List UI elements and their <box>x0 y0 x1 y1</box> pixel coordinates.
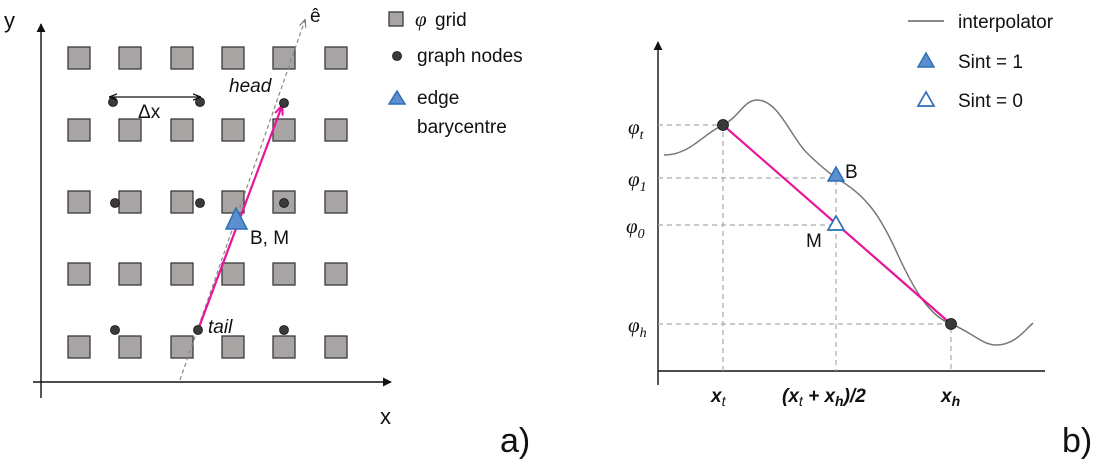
graph-node <box>279 325 289 335</box>
legend-node-label: graph nodes <box>417 46 523 67</box>
graph-nodes <box>108 97 289 335</box>
grid-square <box>324 190 348 214</box>
ylabel-phi-0: φ0 <box>626 214 645 242</box>
grid-square <box>221 46 245 70</box>
graph-node <box>195 198 205 208</box>
grid-square <box>67 262 91 286</box>
grid-square <box>67 335 91 359</box>
guide-xt <box>658 124 724 371</box>
grid-square <box>67 46 91 70</box>
panel-a-y-axis-label: y <box>4 8 15 33</box>
xlabel-xt: xt <box>710 386 727 409</box>
grid-square <box>324 118 348 142</box>
graph-node <box>110 198 120 208</box>
legend-barycentre-triangle <box>387 89 407 105</box>
panel-b-label: b) <box>1062 422 1092 460</box>
phi-grid <box>67 46 348 359</box>
grid-square <box>272 335 296 359</box>
legend-node-dot <box>392 51 402 61</box>
legend-sint0-label: Sint = 0 <box>958 91 1023 112</box>
panel-b-legend: interpolator Sint = 1 Sint = 0 <box>908 12 1054 112</box>
point-B-triangle <box>826 165 846 182</box>
xlabel-midpoint: (xt + xh)/2 <box>782 386 866 409</box>
point-B-label: B <box>845 162 858 183</box>
panel-b: B M φt φ1 φ0 φh xt (xt + xh)/2 xh interp… <box>626 12 1092 460</box>
ylabel-phi-t: φt <box>628 115 645 143</box>
legend-grid-square <box>388 11 404 27</box>
grid-square <box>324 46 348 70</box>
legend-grid-phi: φ <box>415 7 427 31</box>
direction-label: ê <box>310 6 321 27</box>
grid-square <box>221 190 245 214</box>
grid-square <box>170 118 194 142</box>
ylabel-phi-h: φh <box>628 313 647 341</box>
panel-a-legend: φ grid graph nodes edge barycentre <box>387 7 523 138</box>
point-M-triangle <box>826 214 846 231</box>
grid-square <box>272 46 296 70</box>
tail-label: tail <box>208 317 233 338</box>
grid-square <box>118 190 142 214</box>
ylabel-phi-1: φ1 <box>628 167 647 195</box>
legend-sint1-triangle <box>916 51 936 68</box>
point-xh <box>945 318 957 330</box>
graph-node <box>110 325 120 335</box>
guide-phih <box>658 323 952 371</box>
legend-barycentre-label-2: barycentre <box>417 117 507 138</box>
grid-square <box>118 335 142 359</box>
grid-square <box>170 262 194 286</box>
guide-phi1 <box>658 177 837 371</box>
grid-square <box>324 335 348 359</box>
grid-square <box>67 118 91 142</box>
grid-square <box>221 118 245 142</box>
graph-node <box>195 97 205 107</box>
panel-a: y x ê Δx head tail B, M φ grid graph nod… <box>4 6 530 460</box>
barycentre-point-label: B, M <box>250 228 289 249</box>
barycentre-triangle <box>224 206 249 230</box>
grid-square <box>221 335 245 359</box>
delta-x-label: Δx <box>138 102 161 123</box>
point-xt <box>717 119 729 131</box>
interpolator-curve <box>663 99 1034 346</box>
grid-square <box>221 262 245 286</box>
point-M-label: M <box>806 231 822 252</box>
grid-square <box>67 190 91 214</box>
grid-square <box>170 46 194 70</box>
grid-square <box>118 262 142 286</box>
panel-a-x-axis-label: x <box>380 404 391 429</box>
head-label: head <box>229 76 273 97</box>
panel-a-label: a) <box>500 422 530 460</box>
graph-node <box>279 198 289 208</box>
legend-barycentre-label: edge <box>417 88 459 109</box>
legend-sint0-triangle <box>916 90 936 107</box>
grid-square <box>170 190 194 214</box>
grid-square <box>324 262 348 286</box>
grid-square <box>170 335 194 359</box>
grid-square <box>272 262 296 286</box>
grid-square <box>118 118 142 142</box>
graph-node <box>108 97 118 107</box>
head-node <box>279 98 289 108</box>
xlabel-xh: xh <box>940 386 960 409</box>
tail-node <box>193 325 203 335</box>
legend-sint1-label: Sint = 1 <box>958 52 1023 73</box>
grid-square <box>118 46 142 70</box>
legend-interpolator-label: interpolator <box>958 12 1054 33</box>
legend-grid-label: grid <box>435 10 467 31</box>
